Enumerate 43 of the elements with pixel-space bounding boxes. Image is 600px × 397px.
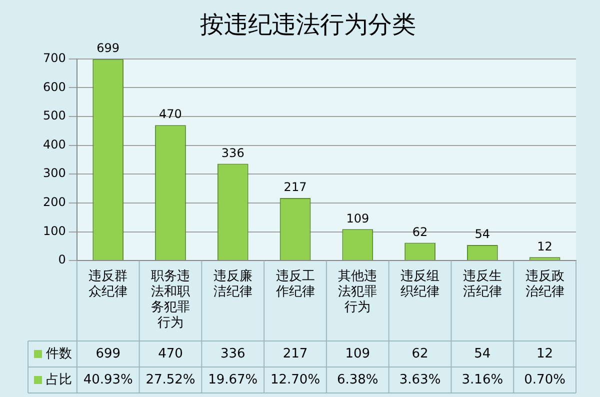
x-tick-label: 违反工作纪律 [274, 268, 315, 300]
data-label: 336 [220, 346, 246, 362]
text: 6.38% [336, 372, 378, 388]
text: 699 [96, 41, 120, 56]
chart-title: 按违纪违法行为分类 [200, 10, 416, 39]
x-tick-label: 其他违法犯罪行为 [338, 268, 378, 315]
x-tick-label: 违反生活纪律 [462, 268, 502, 300]
data-label: 699 [96, 346, 121, 362]
text: 336 [221, 146, 244, 160]
x-tick-label: 违反廉洁纪律 [213, 268, 252, 300]
data-label: 217 [282, 346, 308, 362]
text: 62 [412, 224, 428, 239]
x-tick-label: 职务违法和职务犯罪行为 [150, 268, 190, 331]
y-tick-label: 100 [43, 224, 66, 238]
y-tick-label: 500 [43, 108, 66, 123]
legend-label: 件数 [46, 346, 72, 362]
data-label: 470 [158, 346, 183, 362]
text: 占比 [46, 372, 72, 388]
text: 470 [159, 107, 182, 122]
text: 12.70% [270, 372, 320, 388]
data-label: 12 [536, 346, 554, 362]
text: 27.52% [146, 372, 196, 388]
text: 109 [346, 211, 370, 226]
text: 217 [284, 180, 307, 194]
text: 3.16% [462, 372, 504, 388]
y-tick-label: 400 [43, 137, 66, 152]
text: 40.93% [83, 372, 133, 388]
x-tick-label: 违反政治纪律 [525, 268, 564, 300]
text: 12 [537, 239, 552, 254]
y-tick-label: 600 [43, 80, 66, 94]
x-tick-label: 违反组织纪律 [400, 268, 440, 300]
x-tick-label: 违反群众纪律 [88, 268, 128, 300]
y-tick-label: 700 [43, 50, 66, 65]
y-tick-label: 0 [58, 252, 66, 267]
data-label: 54 [474, 346, 491, 362]
text: 0.70% [524, 372, 566, 388]
data-label: 62 [412, 346, 428, 362]
text: 54 [474, 227, 490, 242]
data-label: 109 [345, 346, 370, 362]
text: 19.67% [208, 372, 258, 388]
text: 3.63% [399, 372, 441, 388]
y-tick-label: 300 [43, 166, 66, 180]
y-tick-label: 200 [43, 195, 66, 210]
